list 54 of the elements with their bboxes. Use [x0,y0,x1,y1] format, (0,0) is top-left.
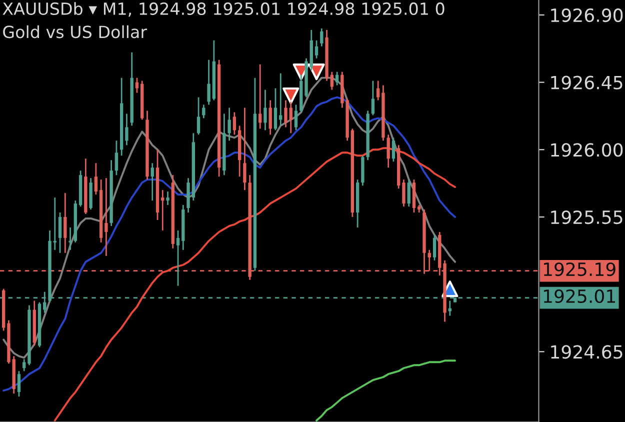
ref-line-label: 1925.01 [544,289,615,304]
candlestick [392,136,396,162]
candlestick [284,100,288,128]
candlestick [94,162,98,196]
candlestick [335,71,339,86]
candlestick [207,59,210,106]
candlestick [289,101,292,134]
candlestick [232,112,236,136]
candlestick [17,370,21,398]
candlestick [376,80,380,101]
candlestick [202,104,206,119]
candlestick [125,113,128,146]
candlestick [53,196,56,251]
candlestick [135,77,139,94]
candlestick [58,212,62,254]
candlestick [407,178,410,208]
line-series [316,360,456,422]
candlestick [258,64,262,130]
candlestick [196,96,200,136]
y-tick-label: 1926.45 [551,76,622,90]
candlestick [279,72,282,126]
candlestick [402,178,406,208]
candlestick [176,230,180,287]
text: Gold vs US Dollar [3,25,148,38]
candlestick [371,80,375,116]
candlestick [161,189,164,232]
candlestick [386,134,390,168]
candlestick [432,234,436,262]
candlestick [166,190,170,206]
candlestick [22,358,26,372]
candlestick [330,71,334,90]
candlestick [320,28,324,48]
line-series [2,96,456,392]
candlestick [264,89,267,131]
candlestick [104,177,108,257]
candlestick [64,192,67,254]
candlestick [274,88,278,131]
y-tick-label: 1926.90 [551,8,623,22]
candlestick [68,226,72,251]
point [308,64,325,80]
candlestick [150,162,154,202]
candlestick [228,107,231,142]
ref-line-label: 1925.19 [544,262,616,276]
candlestick [243,107,246,191]
point [282,87,300,104]
candlestick [268,100,272,136]
chart-title: XAUUSDb ▾ M1, 1924.98 1925.01 1924.98 1925.01 0 [2,2,444,17]
candlestick [114,140,118,176]
y-tick-label: 1925.55 [551,210,622,224]
candlestick [294,104,298,131]
candlestick [448,300,452,316]
candlestick [314,40,318,60]
y-tick-label: 1926.00 [551,143,623,157]
y-tick-label: 1924.65 [551,345,622,359]
